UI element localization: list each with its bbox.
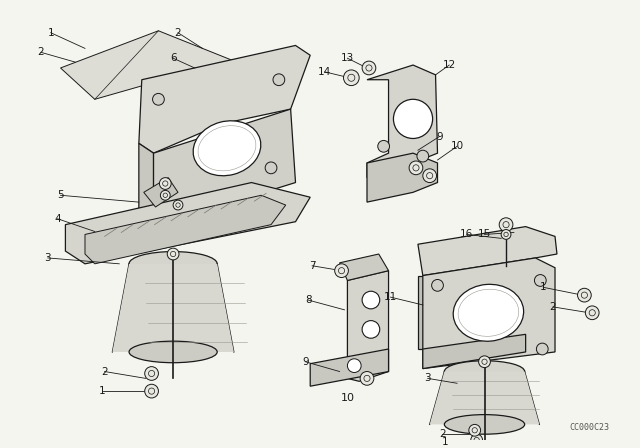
- Ellipse shape: [129, 252, 217, 276]
- Polygon shape: [61, 31, 232, 99]
- Circle shape: [335, 264, 348, 277]
- Polygon shape: [113, 264, 234, 352]
- Polygon shape: [144, 178, 178, 207]
- Circle shape: [469, 424, 481, 436]
- Ellipse shape: [444, 414, 525, 434]
- Text: 2: 2: [550, 302, 556, 312]
- Polygon shape: [418, 276, 423, 349]
- Text: 3: 3: [424, 373, 431, 383]
- Polygon shape: [418, 227, 557, 276]
- Polygon shape: [310, 349, 388, 386]
- Text: CC000C23: CC000C23: [570, 423, 609, 432]
- Circle shape: [471, 434, 483, 446]
- Text: 1: 1: [47, 28, 54, 38]
- Circle shape: [409, 161, 423, 175]
- Polygon shape: [423, 334, 525, 369]
- Circle shape: [536, 343, 548, 355]
- Text: 9: 9: [436, 132, 443, 142]
- Circle shape: [362, 321, 380, 338]
- Text: 6: 6: [170, 53, 177, 63]
- Polygon shape: [65, 182, 310, 264]
- Polygon shape: [367, 153, 438, 202]
- Polygon shape: [154, 109, 296, 227]
- Circle shape: [145, 384, 159, 398]
- Circle shape: [161, 190, 170, 200]
- Circle shape: [479, 356, 490, 368]
- Text: 9: 9: [302, 357, 308, 367]
- Text: 10: 10: [340, 393, 355, 403]
- Text: 4: 4: [54, 214, 61, 224]
- Text: 15: 15: [478, 229, 491, 239]
- Text: 5: 5: [57, 190, 64, 200]
- Circle shape: [344, 70, 359, 86]
- Text: 13: 13: [340, 53, 354, 63]
- Circle shape: [534, 275, 546, 286]
- Text: 8: 8: [305, 295, 312, 305]
- Circle shape: [586, 306, 599, 319]
- Polygon shape: [367, 65, 438, 178]
- Text: 1: 1: [540, 282, 547, 292]
- Circle shape: [167, 248, 179, 260]
- Circle shape: [273, 74, 285, 86]
- Text: 2: 2: [38, 47, 44, 57]
- Circle shape: [423, 169, 436, 182]
- Circle shape: [394, 99, 433, 138]
- Text: 7: 7: [309, 261, 316, 271]
- Text: 2: 2: [101, 366, 108, 376]
- Circle shape: [501, 229, 511, 239]
- Text: 3: 3: [44, 253, 51, 263]
- Polygon shape: [429, 371, 540, 424]
- Polygon shape: [423, 258, 555, 369]
- Circle shape: [431, 280, 444, 291]
- Text: 10: 10: [451, 141, 463, 151]
- Ellipse shape: [129, 341, 217, 363]
- Polygon shape: [139, 143, 154, 227]
- Ellipse shape: [453, 284, 524, 341]
- Circle shape: [173, 200, 183, 210]
- Circle shape: [499, 218, 513, 232]
- Text: 1: 1: [99, 386, 106, 396]
- Circle shape: [348, 359, 361, 372]
- Circle shape: [152, 94, 164, 105]
- Polygon shape: [348, 271, 388, 381]
- Text: 16: 16: [460, 229, 474, 239]
- Text: 1: 1: [442, 437, 449, 447]
- Circle shape: [145, 366, 159, 380]
- Ellipse shape: [193, 121, 261, 176]
- Polygon shape: [139, 45, 310, 153]
- Polygon shape: [85, 195, 285, 264]
- Circle shape: [360, 371, 374, 385]
- Circle shape: [577, 289, 591, 302]
- Circle shape: [378, 140, 390, 152]
- Text: 11: 11: [384, 292, 397, 302]
- Ellipse shape: [444, 361, 525, 382]
- Text: 14: 14: [318, 67, 332, 77]
- Polygon shape: [340, 254, 388, 280]
- Circle shape: [362, 291, 380, 309]
- Circle shape: [417, 150, 429, 162]
- Text: 2: 2: [175, 28, 181, 38]
- Text: 2: 2: [439, 429, 445, 439]
- Text: 12: 12: [443, 60, 456, 70]
- Circle shape: [159, 178, 171, 190]
- Circle shape: [265, 162, 277, 174]
- Circle shape: [362, 61, 376, 75]
